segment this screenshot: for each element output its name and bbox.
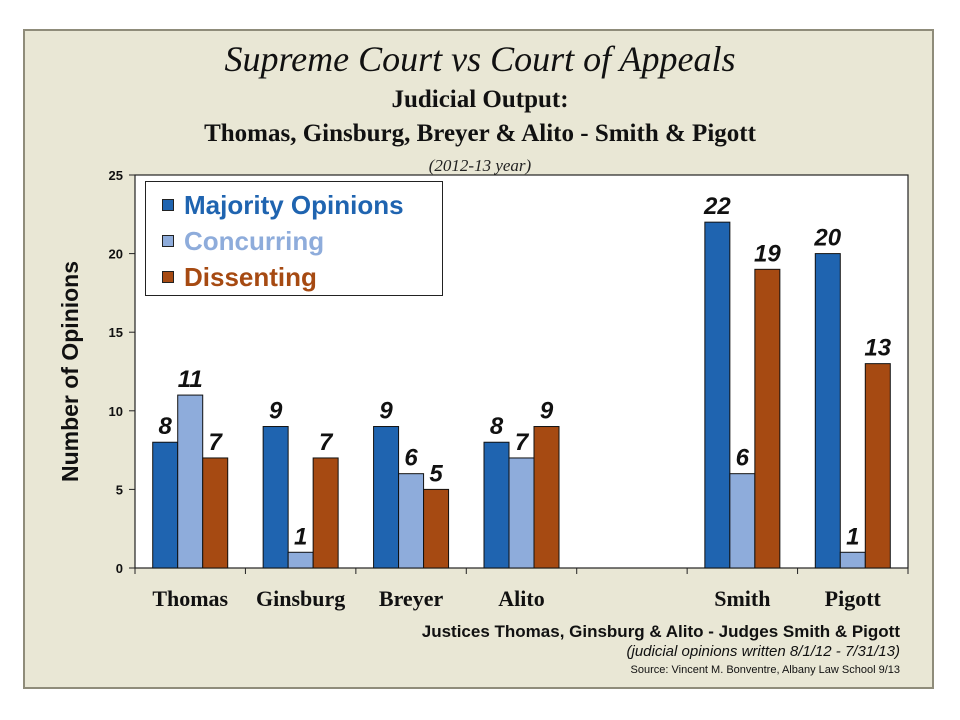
legend-item-dissenting: Dissenting	[162, 261, 317, 292]
legend-item-concurring: Concurring	[162, 225, 325, 256]
bar	[423, 488, 450, 569]
bar	[373, 426, 400, 569]
chart-title: Supreme Court vs Court of Appeals	[224, 39, 736, 79]
data-label: 6	[404, 445, 418, 472]
data-label: 9	[269, 398, 283, 425]
footer-line-2: (judicial opinions written 8/1/12 - 7/31…	[626, 643, 901, 660]
data-label: 8	[490, 413, 504, 440]
x-tick-label: Alito	[498, 586, 544, 611]
legend-swatch-majority	[162, 199, 174, 211]
chart-subtitle-2: Thomas, Ginsburg, Breyer & Alito - Smith…	[204, 120, 756, 147]
footer-line-1: Justices Thomas, Ginsburg & Alito - Judg…	[421, 622, 900, 641]
y-tick-label: 5	[116, 482, 123, 497]
x-tick-label: Ginsburg	[256, 586, 345, 611]
data-label: 7	[209, 429, 224, 456]
data-label: 8	[159, 413, 173, 440]
x-tick-label: Thomas	[152, 586, 228, 611]
bar	[729, 473, 756, 569]
data-label: 9	[379, 398, 393, 425]
bar	[312, 457, 339, 569]
bar	[202, 457, 229, 569]
bar	[533, 426, 560, 569]
legend-label-dissenting: Dissenting	[184, 261, 317, 292]
bar	[704, 221, 731, 569]
bar	[814, 253, 841, 569]
data-label: 7	[319, 429, 334, 456]
data-label: 1	[294, 523, 307, 550]
x-tick-label: Smith	[714, 586, 770, 611]
data-label: 19	[754, 240, 781, 267]
data-label: 20	[813, 225, 841, 252]
bar	[177, 394, 204, 569]
bar	[754, 268, 781, 569]
y-tick-label: 25	[109, 168, 123, 183]
x-tick-label: Breyer	[379, 586, 444, 611]
y-tick-label: 0	[116, 561, 123, 576]
bar	[508, 457, 535, 569]
bar	[864, 363, 891, 569]
data-label: 6	[736, 445, 750, 472]
y-tick-label: 10	[109, 404, 123, 419]
y-axis-label: Number of Opinions	[57, 261, 83, 482]
x-tick-label: Pigott	[825, 586, 882, 611]
legend-label-majority: Majority Opinions	[184, 189, 404, 220]
legend-item-majority: Majority Opinions	[162, 189, 404, 220]
data-label: 11	[178, 366, 203, 393]
legend-swatch-dissenting	[162, 271, 174, 283]
legend: Majority Opinions Concurring Dissenting	[145, 181, 443, 296]
data-label: 22	[703, 193, 731, 220]
footer-source: Source: Vincent M. Bonventre, Albany Law…	[630, 664, 900, 676]
y-tick-label: 15	[109, 325, 123, 340]
bar	[152, 441, 179, 569]
data-label: 7	[515, 429, 530, 456]
bar	[483, 441, 510, 569]
y-tick-label: 20	[109, 247, 123, 262]
data-label: 1	[846, 523, 859, 550]
chart-subtitle-1: Judicial Output:	[391, 86, 569, 113]
bar	[839, 551, 866, 569]
chart-subtitle-3: (2012-13 year)	[428, 156, 532, 175]
bar	[287, 551, 314, 569]
data-label: 9	[540, 398, 554, 425]
bar	[262, 426, 289, 569]
bar	[398, 473, 425, 569]
data-label: 13	[864, 335, 891, 362]
legend-label-concurring: Concurring	[184, 225, 325, 256]
data-label: 5	[429, 460, 443, 487]
legend-swatch-concurring	[162, 235, 174, 247]
